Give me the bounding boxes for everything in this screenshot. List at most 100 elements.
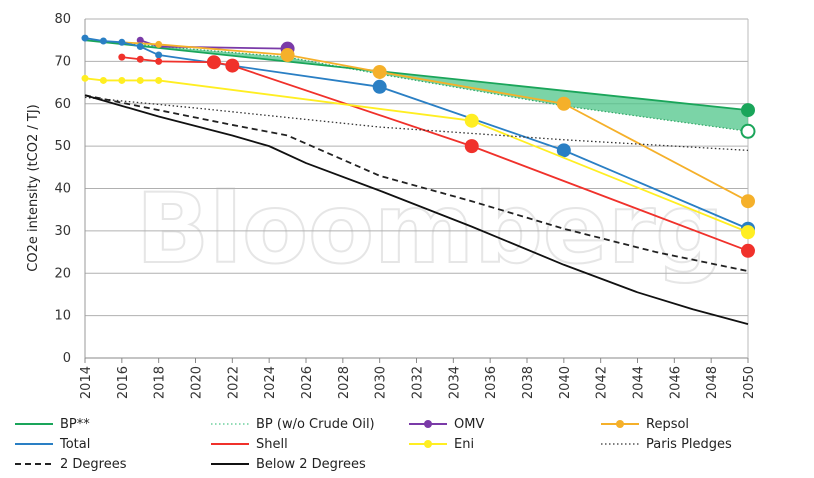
bp-wo-crude-band [85, 40, 748, 132]
y-tick-label: 70 [54, 54, 71, 69]
point-total-2016 [118, 38, 126, 46]
x-tick-label: 2030 [374, 366, 389, 399]
legend-label: BP** [60, 416, 90, 432]
y-tick-label: 10 [54, 309, 71, 324]
x-tick-label: 2022 [226, 366, 241, 399]
point-shell-2035 [464, 139, 479, 154]
series-shell [118, 53, 755, 258]
legend-swatch [15, 443, 53, 445]
point-eni-2015 [99, 76, 107, 84]
point-eni-2017 [136, 76, 144, 84]
legend-item: Total [14, 434, 90, 454]
point-repsol-2018 [155, 40, 163, 48]
legend-label: Shell [256, 436, 288, 452]
x-tick-label: 2026 [300, 366, 315, 399]
point-eni-2016 [118, 76, 126, 84]
y-tick-label: 30 [54, 224, 71, 239]
x-tick-label: 2050 [742, 366, 757, 399]
legend-swatch [15, 463, 53, 465]
grid-lines [84, 18, 749, 359]
legend-item: 2 Degrees [14, 454, 127, 474]
series-line-2-degrees [84, 94, 749, 273]
legend-item: Eni [408, 434, 474, 454]
point-repsol-2040 [556, 96, 571, 111]
series-line-below-2-degrees [84, 94, 749, 325]
x-tick-label: 2034 [447, 366, 462, 399]
point-total-2018 [155, 51, 163, 59]
y-tick-label: 20 [54, 266, 71, 281]
point-eni-2014 [81, 74, 89, 82]
point-shell-2016 [118, 53, 126, 61]
legend-label: OMV [454, 416, 485, 432]
series-layer [81, 34, 755, 325]
point-shell-2050 [741, 243, 755, 258]
legend-swatch [409, 440, 447, 448]
legend-swatch [211, 423, 249, 425]
legend-item: Below 2 Degrees [210, 454, 366, 474]
legend-swatch [601, 443, 639, 445]
series-below-2-degrees [84, 94, 749, 325]
y-tick-label: 40 [54, 182, 71, 197]
legend-label: Eni [454, 436, 475, 452]
x-tick-label: 2040 [558, 366, 573, 399]
point-eni-2018 [155, 76, 163, 84]
legend-item: Shell [210, 434, 288, 454]
series-repsol [121, 40, 755, 209]
y-tick-label: 50 [54, 139, 71, 154]
x-tick-label: 2044 [632, 366, 647, 399]
point-eni-2050 [741, 225, 755, 240]
x-tick-label: 2046 [668, 366, 683, 399]
legend-item: Paris Pledges [600, 434, 732, 454]
legend: BP** BP (w/o Crude Oil) OMV Repsol Total Shel… [0, 412, 814, 478]
legend-swatch [601, 420, 639, 428]
legend-swatch [409, 420, 447, 428]
point-total-2030 [372, 79, 387, 94]
legend-item: BP (w/o Crude Oil) [210, 414, 375, 434]
series-paris-pledges [84, 96, 749, 152]
bp-wo-crude-marker [740, 123, 756, 139]
series-bp [84, 39, 755, 118]
x-tick-label: 2032 [411, 366, 426, 399]
bp-band-layer [84, 39, 756, 139]
legend-label: Total [60, 436, 91, 452]
legend-label: BP (w/o Crude Oil) [256, 416, 375, 432]
point-total-2017 [136, 43, 144, 51]
y-axis: 0 10 20 30 40 50 60 70 80 [54, 12, 71, 366]
point-omv-2017 [136, 36, 144, 44]
point-shell-2022 [225, 58, 240, 73]
series-eni [81, 74, 755, 240]
x-tick-label: 2020 [190, 366, 205, 399]
x-tick-label: 2048 [705, 366, 720, 399]
x-tick-label: 2038 [521, 366, 536, 399]
bp-wo-crude-line [84, 39, 749, 132]
point-repsol-2030 [372, 64, 387, 79]
point-shell-2017 [136, 55, 144, 63]
point-total-2015 [99, 37, 107, 45]
y-axis-label: CO2e intensity (tCO2 / TJ) [26, 104, 41, 271]
legend-label: Below 2 Degrees [256, 456, 366, 472]
x-axis: 2014 2016 2018 2020 2022 2024 2026 2028 2030 2032… [79, 358, 757, 399]
series-2-degrees [84, 94, 749, 273]
point-repsol-2050 [741, 194, 755, 209]
y-tick-label: 80 [54, 12, 71, 27]
legend-label: 2 Degrees [60, 456, 127, 472]
legend-label: Paris Pledges [646, 436, 732, 452]
series-line-repsol [121, 41, 749, 203]
y-tick-label: 60 [54, 97, 71, 112]
point-total-2014 [81, 34, 89, 42]
x-tick-label: 2036 [484, 366, 499, 399]
legend-swatch [211, 463, 249, 465]
legend-item: Repsol [600, 414, 689, 434]
legend-swatch [211, 443, 249, 445]
point-total-2040 [556, 143, 571, 158]
legend-swatch [15, 423, 53, 425]
legend-label: Repsol [646, 416, 690, 432]
series-line-bp [84, 39, 749, 112]
point-shell-2018 [155, 57, 163, 65]
legend-item: OMV [408, 414, 484, 434]
point-shell-2021 [206, 55, 221, 70]
legend-item: BP** [14, 414, 90, 434]
watermark-text: Bloomberg [136, 173, 724, 285]
x-tick-label: 2018 [153, 366, 168, 399]
